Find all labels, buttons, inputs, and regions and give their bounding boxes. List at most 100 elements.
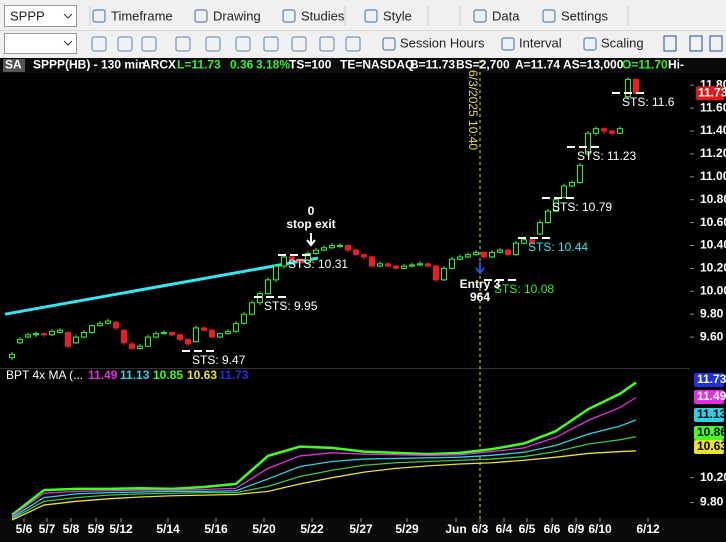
stop-label: STS: 10.08: [494, 282, 554, 296]
candle-body: [513, 242, 519, 256]
dropdown-arrow: [63, 13, 73, 19]
y-tick-label: 10.40: [700, 238, 726, 252]
menu-item[interactable]: Style: [383, 8, 412, 23]
last-price-tag: [696, 86, 724, 101]
dropdown-arrow: [63, 40, 73, 46]
stop-label: STS: 11.6: [622, 95, 675, 109]
tool-icon[interactable]: [141, 36, 157, 52]
toolbar-item[interactable]: Session Hours: [400, 35, 485, 50]
header-bid-size: BS=2,700: [456, 58, 510, 72]
toolbar-item[interactable]: Scaling: [601, 35, 644, 50]
ma-line: [11, 436, 637, 520]
tool-icon[interactable]: [117, 36, 133, 52]
toolbar-item[interactable]: Interval: [519, 35, 562, 50]
candle-body: [177, 334, 183, 340]
candle-body: [577, 164, 583, 184]
header-te: TE=NASDAQ: [340, 58, 414, 72]
tool-icon[interactable]: [91, 36, 107, 52]
candle-body: [217, 333, 223, 338]
ma-line: [11, 419, 637, 519]
candle-body: [609, 130, 615, 134]
candle-body: [633, 78, 639, 94]
candle-body: [153, 333, 159, 338]
y-tick-label: 9.80: [700, 306, 724, 320]
x-tick-label: 6/4: [496, 522, 513, 536]
candle-body: [201, 327, 207, 331]
legend-value: 11.73: [219, 368, 249, 382]
y-tick-label: 10.80: [700, 192, 726, 206]
menu-icon: [282, 9, 296, 23]
candle-body: [625, 78, 631, 98]
candle-body: [73, 336, 79, 344]
input-box[interactable]: [4, 33, 77, 54]
candle-body: [529, 239, 535, 244]
candle-body: [313, 249, 319, 255]
tool-icon[interactable]: [235, 36, 251, 52]
last-value-tag: [694, 408, 724, 422]
last-value-label: 11.49: [697, 389, 726, 403]
symbol-box[interactable]: [4, 5, 77, 27]
tool-icon[interactable]: [175, 36, 191, 52]
tool-icon[interactable]: [205, 36, 221, 52]
candle-body: [97, 322, 103, 327]
tool-icon[interactable]: [319, 36, 335, 52]
candle-body: [585, 132, 591, 155]
menu-icon: [473, 9, 487, 23]
candle-body: [553, 199, 559, 212]
candle-body: [81, 332, 87, 338]
legend-value: 10.85: [153, 368, 183, 382]
menu-item[interactable]: Timeframe: [111, 8, 173, 23]
x-tick-label: 6/12: [636, 522, 660, 536]
x-tick-label: 6/3: [472, 522, 489, 536]
last-value-label: 11.73: [697, 372, 726, 386]
y-tick-label: 10.60: [700, 215, 726, 229]
last-value-label: 11.13: [697, 407, 726, 421]
x-tick-label: 5/9: [88, 522, 105, 536]
tool-icon[interactable]: [291, 36, 307, 52]
last-value-tag: [694, 440, 724, 454]
x-tick-label: 6/5: [519, 522, 536, 536]
candle-body: [57, 329, 63, 334]
menu-icon: [194, 9, 208, 23]
candle-body: [401, 265, 407, 269]
tool-icon[interactable]: [689, 35, 703, 52]
y-tick-label: 10.20: [700, 261, 726, 275]
candle-body: [377, 263, 383, 267]
menu-item[interactable]: Studies: [301, 8, 345, 23]
menu-item[interactable]: Settings: [561, 8, 608, 23]
symbol-input[interactable]: SPPP: [10, 8, 45, 23]
candle-body: [41, 333, 47, 336]
x-tick-label: 5/6: [16, 522, 33, 536]
tool-icon[interactable]: [263, 36, 279, 52]
menu-item[interactable]: Drawing: [213, 8, 261, 23]
candle-body: [593, 128, 599, 134]
candle-body: [129, 343, 135, 350]
tool-icon[interactable]: [663, 35, 677, 52]
candle-body: [25, 334, 31, 338]
candle-body: [489, 251, 495, 258]
candle-body: [409, 264, 415, 267]
stop-label: STS: 9.47: [192, 353, 246, 367]
candle-body: [545, 210, 551, 224]
header-hi: Hi-: [668, 58, 684, 72]
candle-body: [289, 256, 295, 260]
last-value-label: 10.86: [697, 425, 726, 439]
candle-body: [209, 329, 215, 338]
x-tick-label: 5/8: [63, 522, 80, 536]
candle-body: [113, 321, 119, 329]
x-tick-label: 5/20: [252, 522, 276, 536]
x-tick-label: 5/22: [300, 522, 324, 536]
y-tick-label: 9.80: [700, 495, 724, 509]
candle-body: [569, 182, 575, 187]
tool-icon[interactable]: [345, 36, 361, 52]
toolbar-bg: [0, 0, 726, 58]
stop-label: STS: 9.95: [264, 299, 318, 313]
menu-item[interactable]: Data: [492, 8, 520, 23]
header-change: 0.36: [230, 58, 254, 72]
tool-icon[interactable]: [709, 35, 723, 52]
candle-body: [337, 244, 343, 248]
x-tick-label: 5/14: [156, 522, 180, 536]
candle-body: [457, 256, 463, 260]
candle-body: [65, 332, 71, 347]
